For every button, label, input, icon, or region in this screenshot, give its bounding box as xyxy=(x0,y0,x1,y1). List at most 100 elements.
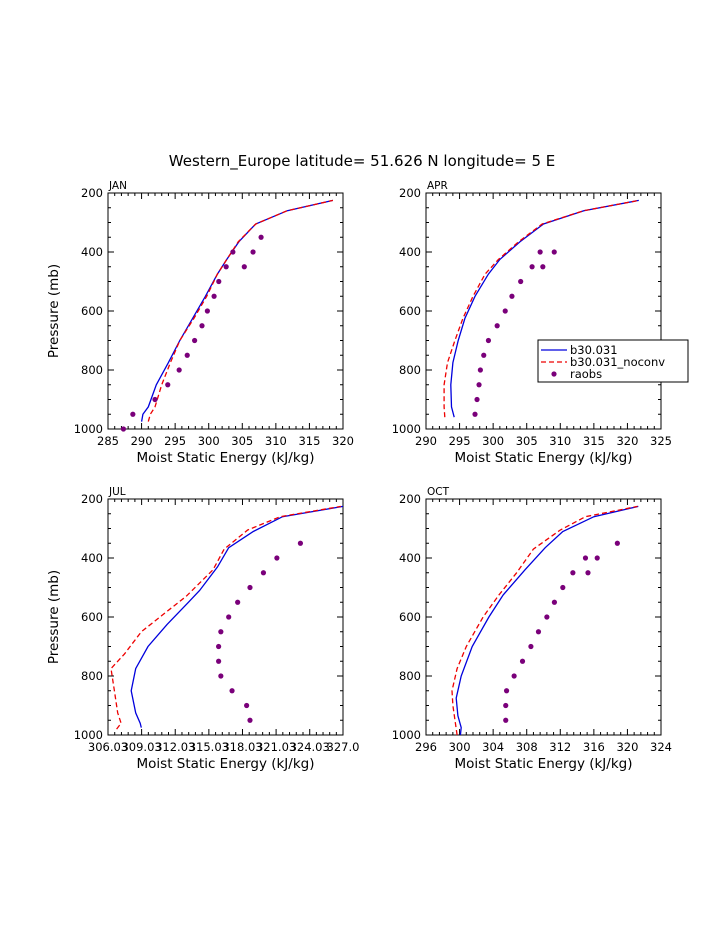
x-tick-label: 309.03 xyxy=(121,740,161,754)
x-tick-label: 320 xyxy=(616,740,638,754)
y-tick-label: 600 xyxy=(81,610,103,624)
raobs-point xyxy=(216,658,222,664)
raobs-point xyxy=(184,352,190,358)
raobs-point xyxy=(211,293,217,299)
legend-entry: b30.031 xyxy=(570,343,618,357)
raobs-point xyxy=(585,570,591,576)
raobs-point xyxy=(244,702,250,709)
raobs-point xyxy=(614,540,620,546)
x-tick-label: 324 xyxy=(650,740,672,754)
x-axis-label: Moist Static Energy (kJ/kg) xyxy=(455,450,633,466)
raobs-point xyxy=(560,584,566,591)
x-tick-label: 321.03 xyxy=(256,740,296,754)
series-line-b30-031 xyxy=(130,505,344,728)
x-tick-label: 310 xyxy=(265,434,287,448)
raobs-point xyxy=(229,688,235,694)
panels: JAN 285 290 295 300 305 310 315 320 200 400 600 800 1… xyxy=(46,180,689,772)
raobs-point xyxy=(551,249,557,255)
raobs-point xyxy=(260,570,267,576)
y-tick-label: 400 xyxy=(399,551,421,565)
raobs-point xyxy=(218,629,224,635)
x-tick-label: 290 xyxy=(131,434,153,448)
raobs-point xyxy=(297,540,304,546)
x-tick-label: 300 xyxy=(482,434,504,448)
x-tick-label: 295 xyxy=(449,434,471,448)
raobs-point xyxy=(474,396,480,403)
y-tick-label: 800 xyxy=(399,363,421,377)
x-tick-label: 315.03 xyxy=(189,740,229,754)
raobs-point xyxy=(477,367,483,373)
raobs-point xyxy=(570,570,576,576)
x-tick-label: 324.03 xyxy=(290,740,330,754)
x-axis-label: Moist Static Energy (kJ/kg) xyxy=(455,756,633,772)
x-tick-label: 318.03 xyxy=(222,740,262,754)
raobs-point xyxy=(130,411,136,417)
raobs-point xyxy=(481,352,487,358)
raobs-point xyxy=(230,249,236,255)
y-tick-label: 600 xyxy=(399,610,421,624)
raobs-point xyxy=(472,411,478,417)
y-tick-label: 400 xyxy=(81,551,103,565)
plot-frame xyxy=(425,498,662,736)
raobs-point xyxy=(152,396,158,403)
y-tick-label: 600 xyxy=(399,304,421,318)
raobs-point xyxy=(247,584,253,591)
panel-oct: OCT 296 300 304 308 312 316 320 324 200 400 600 800 1… xyxy=(392,486,672,772)
raobs-point xyxy=(494,323,500,329)
raobs-point xyxy=(247,717,253,723)
raobs-point xyxy=(528,643,534,650)
series-line-b30-031 xyxy=(140,199,334,422)
y-tick-label: 600 xyxy=(81,304,103,318)
raobs-point xyxy=(226,614,232,620)
month-label: JAN xyxy=(108,180,127,192)
y-tick-label: 200 xyxy=(399,186,421,200)
raobs-point xyxy=(165,382,171,388)
panel-jul: JUL306.03309.03312.03315.03318.03321.033… xyxy=(46,486,359,772)
y-tick-label: 800 xyxy=(399,669,421,683)
raobs-point xyxy=(594,555,600,561)
raobs-point xyxy=(176,367,182,373)
x-tick-label: 305 xyxy=(231,434,253,448)
x-tick-label: 290 xyxy=(415,434,437,448)
raobs-point xyxy=(274,555,280,561)
y-axis-label: Pressure (mb) xyxy=(46,264,62,358)
x-tick-label: 304 xyxy=(482,740,504,754)
legend-swatch-raobs xyxy=(551,371,557,377)
y-tick-label: 1000 xyxy=(74,728,103,742)
panel-apr: APR 290 295 300 305 310 315 320 325 200 400 600 800 1… xyxy=(392,180,689,466)
x-tick-label: 316 xyxy=(583,740,605,754)
raobs-point xyxy=(223,264,229,270)
plot-frame xyxy=(107,192,344,430)
raobs-point xyxy=(199,323,205,329)
legend-box xyxy=(537,339,689,383)
raobs-point xyxy=(540,264,546,270)
series-line-b30-031-noconv xyxy=(110,505,341,730)
month-label: JUL xyxy=(108,486,126,498)
x-tick-label: 296 xyxy=(415,740,437,754)
raobs-point xyxy=(502,308,508,314)
y-tick-label: 1000 xyxy=(392,728,421,742)
raobs-point xyxy=(241,264,247,270)
x-tick-label: 312.03 xyxy=(155,740,195,754)
raobs-point xyxy=(535,629,542,635)
series-line-b30-031-noconv xyxy=(443,199,639,418)
x-tick-label: 300 xyxy=(198,434,220,448)
legend-entry: b30.031_noconv xyxy=(570,355,665,369)
raobs-point xyxy=(258,234,264,240)
month-label: OCT xyxy=(427,486,450,498)
raobs-point xyxy=(511,673,517,679)
x-tick-label: 315 xyxy=(583,434,605,448)
x-tick-label: 300 xyxy=(449,740,471,754)
raobs-point xyxy=(235,599,241,605)
y-tick-label: 800 xyxy=(81,363,103,377)
raobs-point xyxy=(551,599,558,605)
y-tick-label: 200 xyxy=(399,492,421,506)
legend-entry: raobs xyxy=(570,367,602,381)
raobs-point xyxy=(503,688,510,694)
x-tick-label: 310 xyxy=(549,434,571,448)
raobs-point xyxy=(537,249,543,255)
raobs-point xyxy=(509,293,515,299)
figure-title: Western_Europe latitude= 51.626 N longit… xyxy=(169,152,555,171)
